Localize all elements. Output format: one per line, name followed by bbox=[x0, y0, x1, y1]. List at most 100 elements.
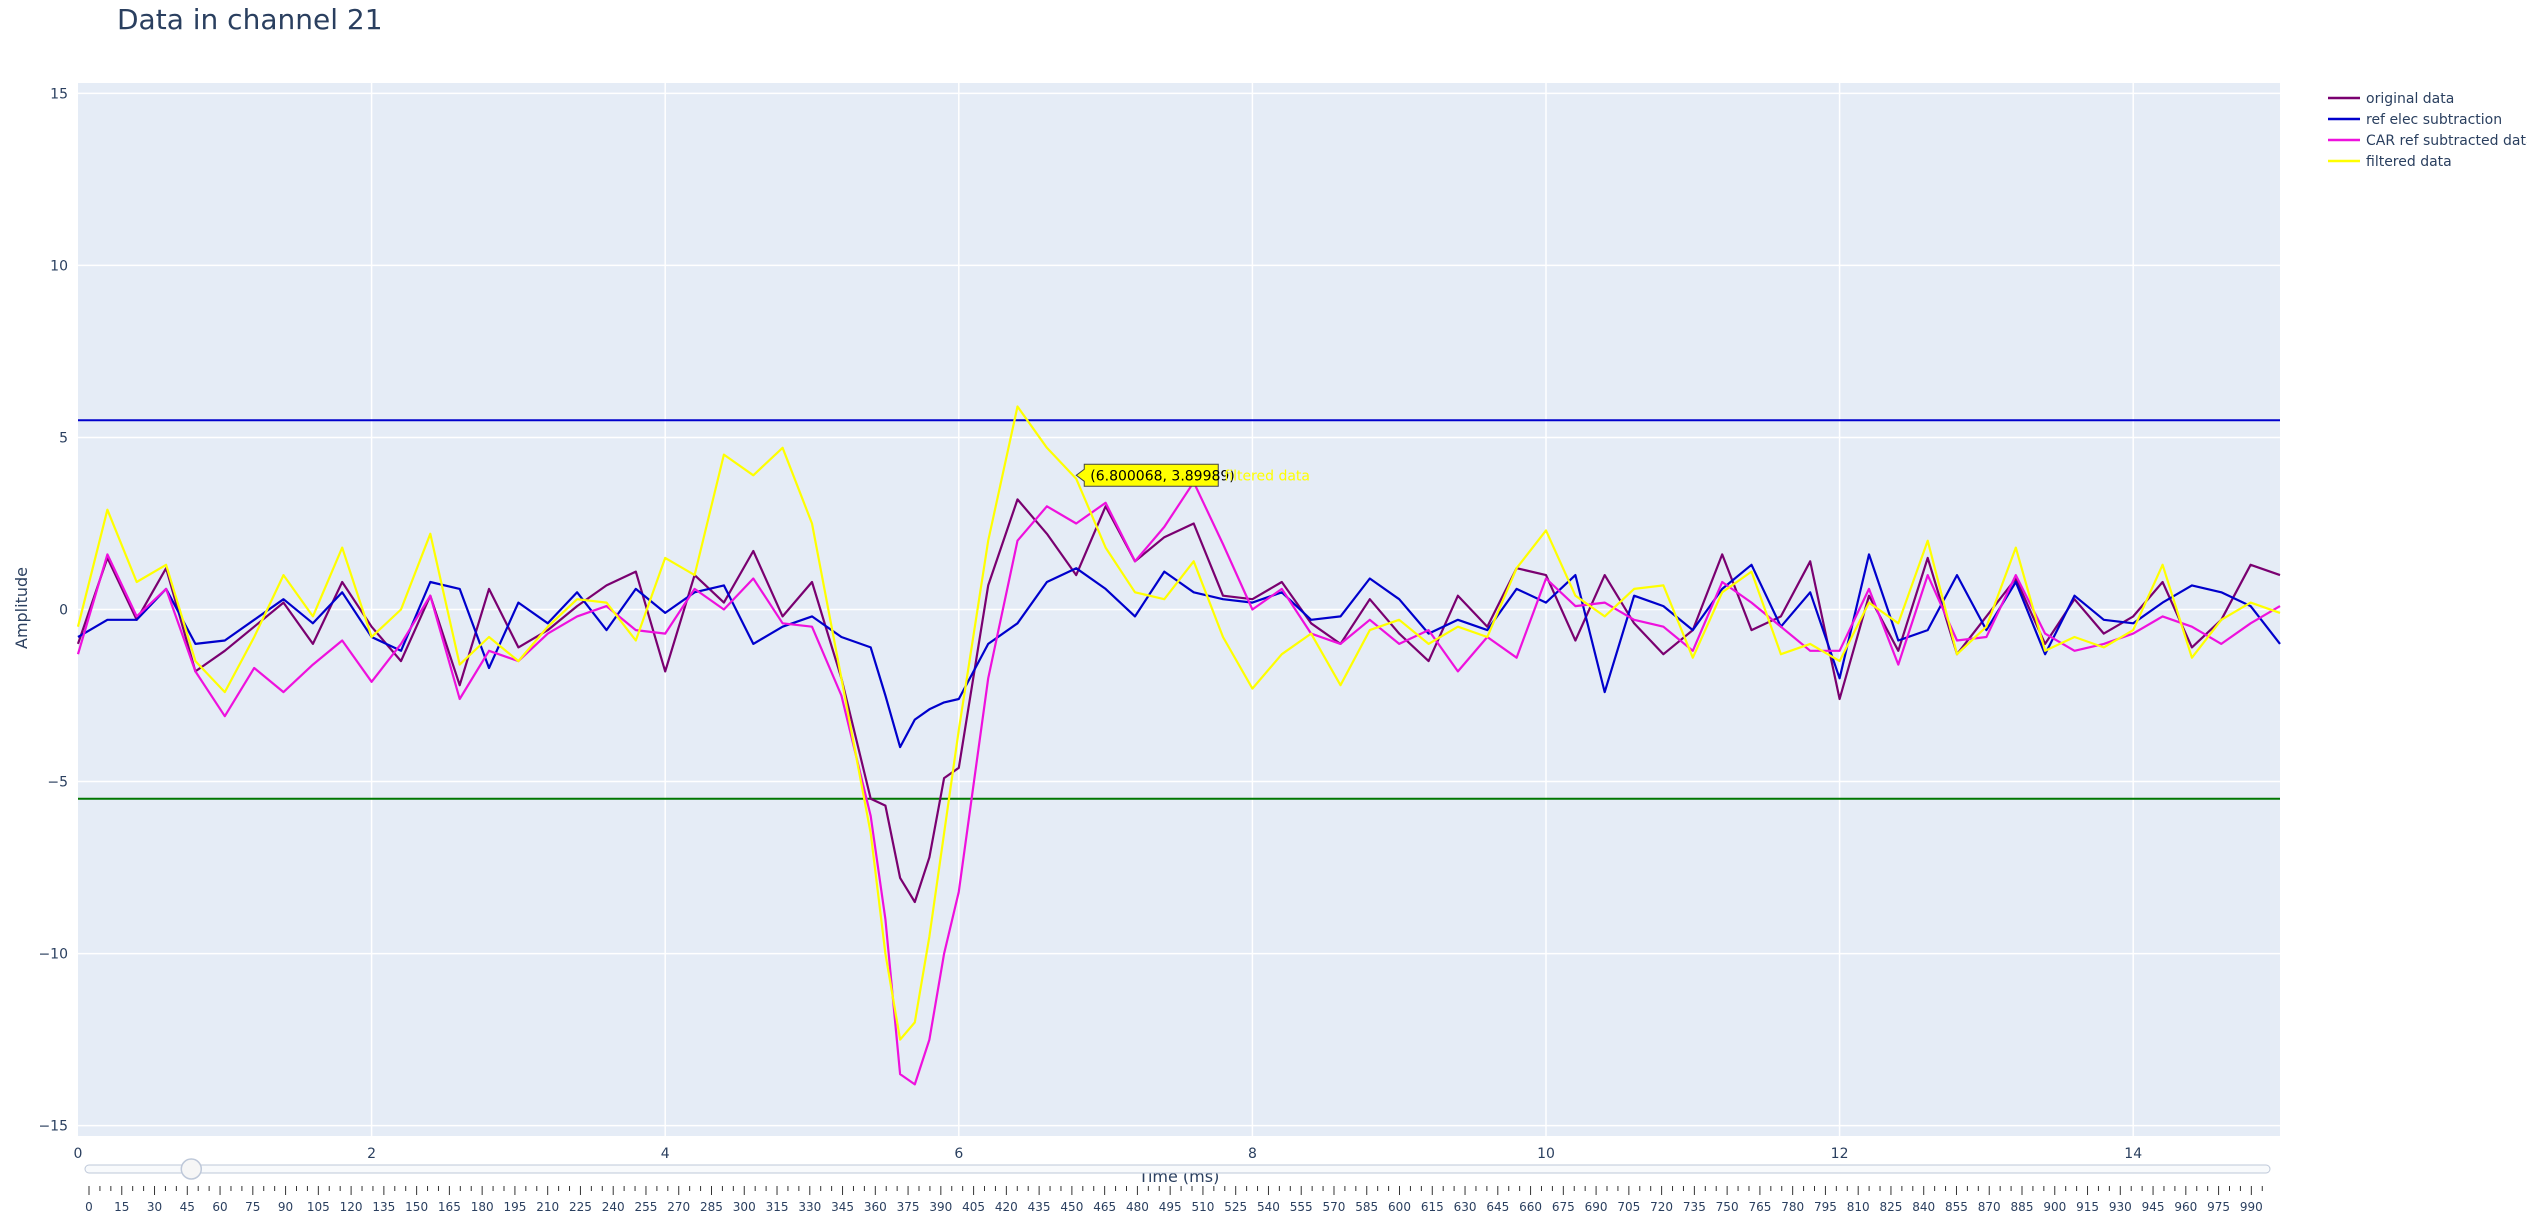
slider-tick-label: 840 bbox=[1912, 1200, 1935, 1214]
slider-tick-label: 870 bbox=[1978, 1200, 2001, 1214]
slider-tick-label: 405 bbox=[962, 1200, 985, 1214]
slider-tick-label: 735 bbox=[1683, 1200, 1706, 1214]
slider-tick-label: 195 bbox=[503, 1200, 526, 1214]
legend-item[interactable]: filtered data bbox=[2328, 154, 2452, 170]
slider-tick-label: 900 bbox=[2043, 1200, 2066, 1214]
slider-tick-label: 90 bbox=[278, 1200, 293, 1214]
slider-tick-label: 555 bbox=[1290, 1200, 1313, 1214]
slider-tick-label: 780 bbox=[1781, 1200, 1804, 1214]
slider-tick-label: 525 bbox=[1224, 1200, 1247, 1214]
y-tick-label: −5 bbox=[47, 775, 68, 791]
slider-tick-label: 465 bbox=[1093, 1200, 1116, 1214]
slider-tick-label: 615 bbox=[1421, 1200, 1444, 1214]
y-axis-label: Amplitude bbox=[12, 567, 31, 649]
slider-tick-label: 435 bbox=[1028, 1200, 1051, 1214]
slider-tick-label: 15 bbox=[114, 1200, 129, 1214]
series-lines bbox=[76, 405, 2281, 1086]
slider-tick-label: 945 bbox=[2142, 1200, 2165, 1214]
x-tick-label: 14 bbox=[2124, 1146, 2142, 1162]
hover-value: (6.800068, 3.89989) bbox=[1090, 468, 1235, 484]
slider-tick-label: 255 bbox=[635, 1200, 658, 1214]
slider-tick-label: 30 bbox=[147, 1200, 162, 1214]
slider-tick-label: 180 bbox=[471, 1200, 494, 1214]
slider-tick-label: 285 bbox=[700, 1200, 723, 1214]
x-axis-ticks: 0 2 4 6 8 10 12 14 bbox=[74, 1146, 2143, 1162]
slider-tick-label: 105 bbox=[307, 1200, 330, 1214]
legend: original data ref elec subtraction CAR ref… bbox=[2328, 91, 2527, 170]
x-tick-label: 10 bbox=[1537, 1146, 1555, 1162]
y-tick-label: −10 bbox=[38, 947, 68, 963]
slider-rail[interactable] bbox=[84, 1164, 2271, 1174]
y-tick-label: 15 bbox=[50, 86, 68, 102]
slider-tick-label: 360 bbox=[864, 1200, 887, 1214]
y-tick-label: 10 bbox=[50, 258, 68, 274]
legend-item[interactable]: original data bbox=[2328, 91, 2454, 107]
slider-tick-label: 450 bbox=[1060, 1200, 1083, 1214]
slider-tick-label: 810 bbox=[1847, 1200, 1870, 1214]
legend-label: filtered data bbox=[2366, 154, 2452, 170]
slider-tick-label: 690 bbox=[1585, 1200, 1608, 1214]
hover-box bbox=[1075, 463, 1219, 487]
slider-tick-label: 420 bbox=[995, 1200, 1018, 1214]
slider-tick-label: 330 bbox=[798, 1200, 821, 1214]
series-line[interactable] bbox=[76, 405, 2281, 1041]
chart-title: Data in channel 21 bbox=[117, 3, 383, 36]
legend-label: original data bbox=[2366, 91, 2454, 107]
slider-tick-label: 645 bbox=[1486, 1200, 1509, 1214]
y-tick-label: −15 bbox=[38, 1119, 68, 1135]
slider-tick-label: 915 bbox=[2076, 1200, 2099, 1214]
slider-tick-label: 570 bbox=[1323, 1200, 1346, 1214]
y-tick-label: 0 bbox=[59, 603, 68, 619]
threshold-lines bbox=[78, 419, 2280, 800]
slider-tick-label: 720 bbox=[1650, 1200, 1673, 1214]
slider-tick-label: 60 bbox=[212, 1200, 227, 1214]
slider-tick-label: 495 bbox=[1159, 1200, 1182, 1214]
series-line[interactable] bbox=[76, 481, 2281, 1086]
slider-tick-label: 210 bbox=[536, 1200, 559, 1214]
slider-tick-label: 960 bbox=[2174, 1200, 2197, 1214]
slider-tick-label: 795 bbox=[1814, 1200, 1837, 1214]
y-axis-ticks: −15 −10 −5 0 5 10 15 bbox=[38, 86, 68, 1134]
slider-tick-label: 630 bbox=[1454, 1200, 1477, 1214]
time-slider[interactable]: 0 15 30 45 60 75 90 105 120 135 150 165 180 195 210 225… bbox=[84, 1158, 2271, 1214]
slider-tick-label: 150 bbox=[405, 1200, 428, 1214]
hover-label: (6.800068, 3.89989)filtered data bbox=[1075, 463, 1310, 487]
slider-tick-label: 375 bbox=[897, 1200, 920, 1214]
slider-tick-label: 390 bbox=[929, 1200, 952, 1214]
slider-tick-label: 510 bbox=[1191, 1200, 1214, 1214]
x-tick-label: 4 bbox=[661, 1146, 670, 1162]
series-line[interactable] bbox=[77, 553, 2281, 749]
slider-tick-label: 750 bbox=[1716, 1200, 1739, 1214]
legend-item[interactable]: ref elec subtraction bbox=[2328, 112, 2502, 128]
slider-tick-label: 345 bbox=[831, 1200, 854, 1214]
x-tick-label: 2 bbox=[367, 1146, 376, 1162]
legend-item[interactable]: CAR ref subtracted data bbox=[2328, 133, 2527, 149]
x-tick-label: 0 bbox=[74, 1146, 83, 1162]
slider-tick-label: 480 bbox=[1126, 1200, 1149, 1214]
slider-tick-label: 885 bbox=[2011, 1200, 2034, 1214]
slider-tick-label: 585 bbox=[1355, 1200, 1378, 1214]
slider-tick-label: 975 bbox=[2207, 1200, 2230, 1214]
slider-tick-label: 45 bbox=[180, 1200, 195, 1214]
slider-tick-label: 135 bbox=[372, 1200, 395, 1214]
slider-tick-label: 990 bbox=[2240, 1200, 2263, 1214]
legend-label: ref elec subtraction bbox=[2366, 112, 2502, 128]
slider-tick-label: 240 bbox=[602, 1200, 625, 1214]
slider-tick-label: 225 bbox=[569, 1200, 592, 1214]
slider-tick-label: 825 bbox=[1879, 1200, 1902, 1214]
slider-tick-label: 165 bbox=[438, 1200, 461, 1214]
slider-tick-label: 930 bbox=[2109, 1200, 2132, 1214]
slider-tick-label: 120 bbox=[340, 1200, 363, 1214]
slider-tick-label: 660 bbox=[1519, 1200, 1542, 1214]
slider-tick-label: 0 bbox=[85, 1200, 93, 1214]
slider-tick-label: 270 bbox=[667, 1200, 690, 1214]
y-tick-label: 5 bbox=[59, 430, 68, 446]
slider-tick-label: 540 bbox=[1257, 1200, 1280, 1214]
slider-handle[interactable] bbox=[180, 1158, 203, 1180]
slider-tick-label: 75 bbox=[245, 1200, 260, 1214]
slider-tick-label: 315 bbox=[766, 1200, 789, 1214]
hover-series-name: filtered data bbox=[1224, 468, 1310, 484]
slider-tick-label: 765 bbox=[1748, 1200, 1771, 1214]
slider-tick-label: 300 bbox=[733, 1200, 756, 1214]
legend-label: CAR ref subtracted data bbox=[2366, 133, 2527, 149]
